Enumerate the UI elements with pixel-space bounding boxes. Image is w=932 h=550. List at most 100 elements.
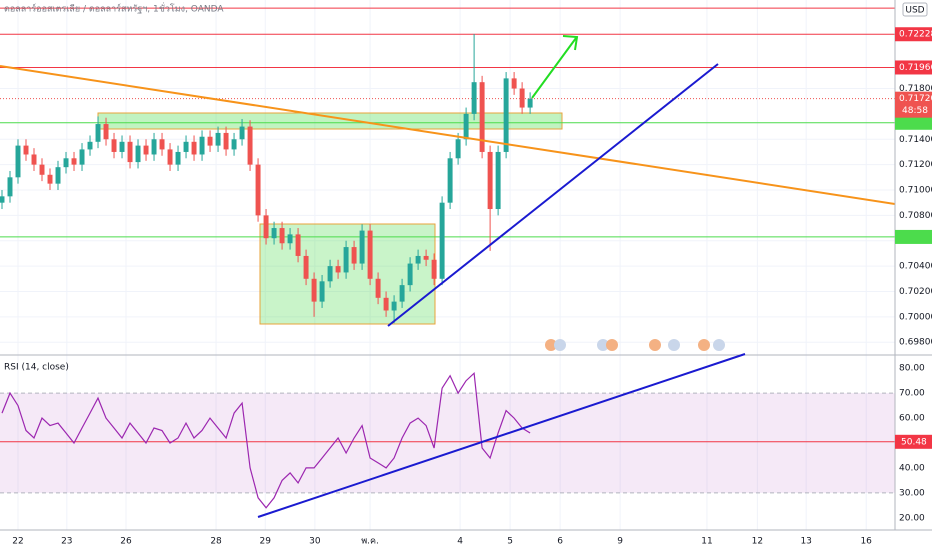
candle-body xyxy=(367,230,373,279)
rsi-line xyxy=(1,371,531,509)
candle-body xyxy=(159,139,165,150)
candle-body xyxy=(63,158,69,168)
currency-box[interactable] xyxy=(902,2,928,17)
currency-label: USD xyxy=(905,6,924,16)
candle-body xyxy=(143,145,149,155)
candle-body xyxy=(319,281,325,302)
x-tick-label: 22 xyxy=(12,537,23,547)
x-tick-label: 26 xyxy=(120,537,132,547)
candle-body xyxy=(71,158,77,165)
candle-body xyxy=(423,255,429,260)
x-tick-label: 4 xyxy=(457,537,463,547)
price-label: 0.71966 xyxy=(899,63,932,73)
rsi-label: RSI (14, close) xyxy=(4,363,69,373)
axis-labels: 0.698000.700000.702000.704000.706000.708… xyxy=(12,27,932,547)
candle-body xyxy=(351,247,357,264)
candle-body xyxy=(375,278,381,298)
candle-body xyxy=(335,266,341,273)
event-icon xyxy=(545,339,557,351)
candle-body xyxy=(439,202,445,279)
candle-body xyxy=(0,196,5,203)
candle-body xyxy=(215,132,221,146)
event-icon xyxy=(649,339,661,351)
candles xyxy=(0,33,533,324)
candle-body xyxy=(431,259,437,279)
resistance-zone xyxy=(97,112,563,130)
event-icon xyxy=(606,339,618,351)
rsi-tick-label: 80.00 xyxy=(899,364,925,374)
x-tick-label: 5 xyxy=(507,537,513,547)
candle-body xyxy=(183,141,189,152)
rsi-pane xyxy=(0,371,895,509)
x-tick-label: 6 xyxy=(557,537,563,547)
x-tick-label: 30 xyxy=(309,537,321,547)
x-tick-label: 28 xyxy=(210,537,222,547)
price-label-box xyxy=(895,60,932,75)
x-tick-label: 11 xyxy=(701,537,712,547)
candle-body xyxy=(279,228,285,244)
candle-body xyxy=(55,167,61,184)
x-tick-label: 12 xyxy=(752,537,763,547)
horizontal-lines xyxy=(0,7,895,238)
candle-body xyxy=(151,139,157,155)
candle-body xyxy=(391,301,397,311)
candle-body xyxy=(383,297,389,311)
price-label: 0.72228 xyxy=(899,30,932,40)
last-price-box xyxy=(895,91,932,118)
candle-body xyxy=(415,255,421,264)
candle-body xyxy=(239,126,245,140)
candle-body xyxy=(135,145,141,163)
candle-body xyxy=(119,141,125,152)
candle-body xyxy=(199,136,205,155)
rsi-tick-label: 70.00 xyxy=(899,389,925,399)
candle-body xyxy=(295,234,301,256)
x-tick-label: พ.ค. xyxy=(361,537,379,547)
candle-body xyxy=(359,230,365,264)
candle-body xyxy=(31,154,37,165)
candle-body xyxy=(223,132,229,150)
event-icons xyxy=(545,339,725,351)
candle-body xyxy=(303,255,309,279)
x-tick-label: 9 xyxy=(617,537,623,547)
candle-body xyxy=(39,164,45,175)
candle-body xyxy=(527,98,533,108)
rsi-tick-label: 40.00 xyxy=(899,463,925,473)
x-tick-label: 29 xyxy=(260,537,272,547)
x-tick-label: 16 xyxy=(860,537,872,547)
candle-body xyxy=(255,164,261,216)
x-tick-label: 13 xyxy=(800,537,811,547)
candle-body xyxy=(463,113,469,140)
rsi-current-label: 50.48 xyxy=(901,437,927,447)
candle-body xyxy=(175,151,181,165)
price-label-box xyxy=(895,229,932,244)
candle-body xyxy=(87,141,93,150)
candle-body xyxy=(191,141,197,155)
rsi-tick-label: 20.00 xyxy=(899,513,925,523)
candle-body xyxy=(103,124,109,140)
event-icon xyxy=(698,339,710,351)
candle-body xyxy=(231,139,237,150)
rsi-band xyxy=(0,393,895,493)
uptrend-line xyxy=(387,63,719,327)
countdown: 48:58 xyxy=(902,106,928,116)
candle-body xyxy=(407,263,413,286)
candle-body xyxy=(47,174,53,184)
x-tick-label: 23 xyxy=(61,537,72,547)
candle-body xyxy=(311,278,317,302)
rsi-tick-label: 30.00 xyxy=(899,488,925,498)
candle-body xyxy=(471,82,477,114)
candle-body xyxy=(127,141,133,163)
candle-body xyxy=(455,139,461,159)
event-icon xyxy=(554,339,566,351)
chart-title: ดอลลาร์ออสเตรเลีย / ดอลลาร์สหรัฐฯ, 1ชั่ว… xyxy=(4,2,224,15)
candle-body xyxy=(511,78,517,89)
candle-body xyxy=(519,88,525,108)
candle-body xyxy=(23,145,29,155)
candle-body xyxy=(327,266,333,282)
candle-body xyxy=(479,82,485,152)
